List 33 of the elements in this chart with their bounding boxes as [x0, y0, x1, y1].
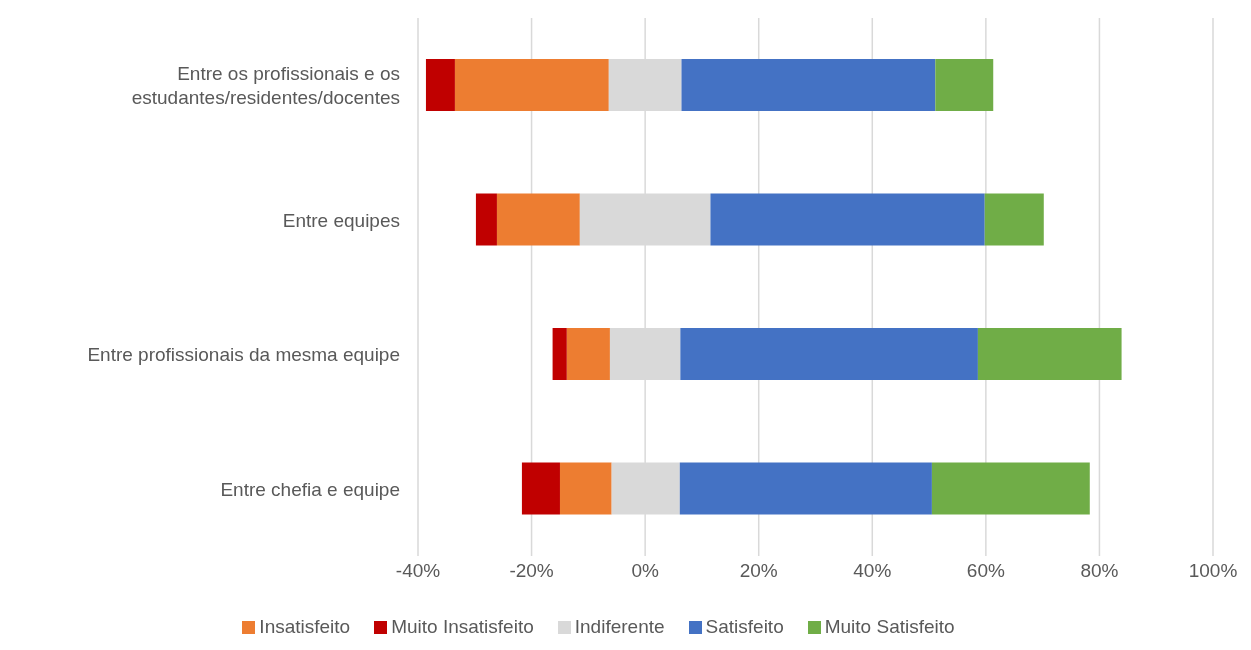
bar — [710, 193, 985, 246]
y-tick-label: Entre chefia e equipe — [220, 478, 400, 500]
bar — [679, 462, 932, 515]
x-tick-label: -40% — [395, 560, 441, 582]
bar — [552, 328, 567, 380]
bar — [984, 193, 1044, 246]
y-tick-label: Entre os profissionais e os estudantes/residentes/docentes — [131, 62, 400, 108]
x-tick-label: 60% — [966, 560, 1005, 582]
bar — [931, 462, 1090, 515]
bar — [475, 193, 497, 246]
y-tick-label: Entre profissionais da mesma equipe — [87, 343, 400, 365]
y-tick-label: Entre equipes — [282, 209, 400, 231]
bar — [681, 59, 936, 111]
legend-label: Muito Satisfeito — [824, 616, 955, 637]
bar — [977, 328, 1122, 380]
x-tick-label: 100% — [1188, 560, 1238, 582]
bar — [454, 59, 609, 111]
bar — [496, 193, 580, 246]
legend-label: Indiferente — [574, 616, 665, 637]
legend-label: Satisfeito — [705, 616, 784, 637]
legend-label: Muito Insatisfeito — [391, 616, 534, 637]
bar — [425, 59, 455, 111]
x-tick-label: -20% — [509, 560, 554, 582]
x-tick-label: 0% — [631, 560, 659, 582]
x-tick-label: 80% — [1080, 560, 1119, 582]
x-tick-label: 20% — [739, 560, 778, 582]
legend-label: Insatisfeito — [259, 616, 351, 637]
bar — [559, 462, 612, 515]
bar — [566, 328, 610, 380]
bar — [521, 462, 560, 515]
bar — [680, 328, 978, 380]
x-tick-label: 40% — [853, 560, 892, 582]
bar — [935, 59, 994, 111]
